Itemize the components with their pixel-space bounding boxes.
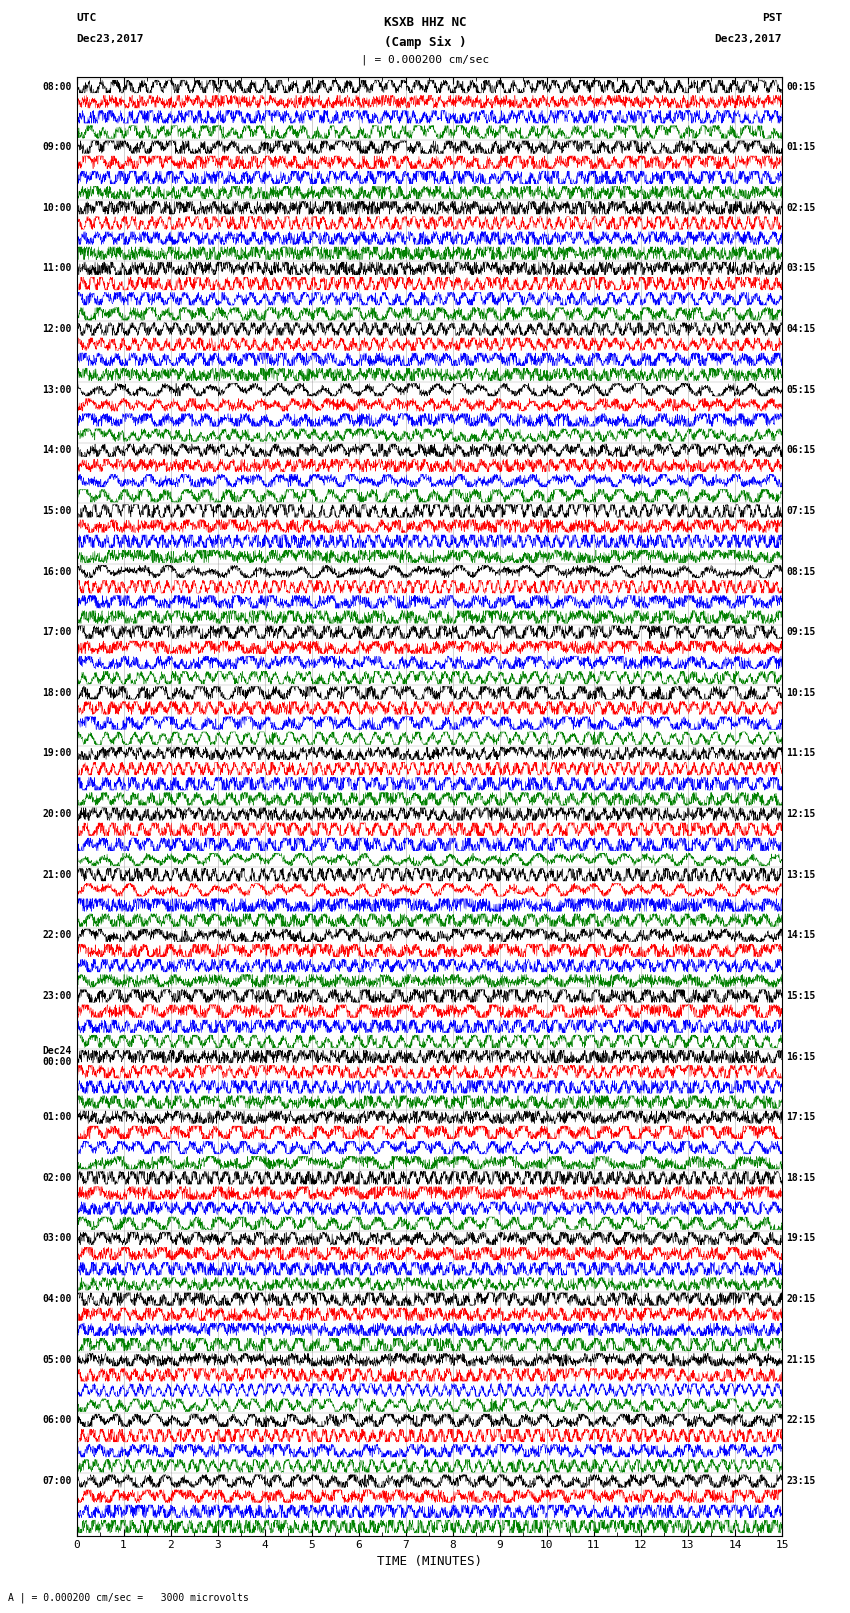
Text: 03:15: 03:15	[786, 263, 816, 274]
Text: 11:00: 11:00	[42, 263, 71, 274]
Text: 22:00: 22:00	[42, 931, 71, 940]
Text: KSXB HHZ NC: KSXB HHZ NC	[383, 16, 467, 29]
Text: 04:15: 04:15	[786, 324, 816, 334]
Text: 05:00: 05:00	[42, 1355, 71, 1365]
Text: 04:00: 04:00	[42, 1294, 71, 1305]
Text: 08:00: 08:00	[42, 82, 71, 92]
Text: 00:15: 00:15	[786, 82, 816, 92]
Text: 06:15: 06:15	[786, 445, 816, 455]
X-axis label: TIME (MINUTES): TIME (MINUTES)	[377, 1555, 482, 1568]
Text: 07:00: 07:00	[42, 1476, 71, 1486]
Text: 12:15: 12:15	[786, 810, 816, 819]
Text: 02:00: 02:00	[42, 1173, 71, 1182]
Text: 02:15: 02:15	[786, 203, 816, 213]
Text: 20:00: 20:00	[42, 810, 71, 819]
Text: 23:00: 23:00	[42, 990, 71, 1002]
Text: 09:00: 09:00	[42, 142, 71, 152]
Text: 13:15: 13:15	[786, 869, 816, 879]
Text: 10:15: 10:15	[786, 687, 816, 698]
Text: 17:00: 17:00	[42, 627, 71, 637]
Text: 23:15: 23:15	[786, 1476, 816, 1486]
Text: (Camp Six ): (Camp Six )	[383, 35, 467, 48]
Text: 19:15: 19:15	[786, 1234, 816, 1244]
Text: | = 0.000200 cm/sec: | = 0.000200 cm/sec	[361, 55, 489, 66]
Text: 15:15: 15:15	[786, 990, 816, 1002]
Text: 20:15: 20:15	[786, 1294, 816, 1305]
Text: 05:15: 05:15	[786, 384, 816, 395]
Text: 09:15: 09:15	[786, 627, 816, 637]
Text: 07:15: 07:15	[786, 506, 816, 516]
Text: Dec24
00:00: Dec24 00:00	[42, 1045, 71, 1068]
Text: 18:00: 18:00	[42, 687, 71, 698]
Text: 15:00: 15:00	[42, 506, 71, 516]
Text: 10:00: 10:00	[42, 203, 71, 213]
Text: 12:00: 12:00	[42, 324, 71, 334]
Text: 01:00: 01:00	[42, 1113, 71, 1123]
Text: 19:00: 19:00	[42, 748, 71, 758]
Text: 13:00: 13:00	[42, 384, 71, 395]
Text: 14:00: 14:00	[42, 445, 71, 455]
Text: 18:15: 18:15	[786, 1173, 816, 1182]
Text: 17:15: 17:15	[786, 1113, 816, 1123]
Text: 21:00: 21:00	[42, 869, 71, 879]
Text: Dec23,2017: Dec23,2017	[76, 34, 144, 44]
Text: 01:15: 01:15	[786, 142, 816, 152]
Text: 21:15: 21:15	[786, 1355, 816, 1365]
Text: UTC: UTC	[76, 13, 97, 23]
Text: 06:00: 06:00	[42, 1415, 71, 1426]
Text: 22:15: 22:15	[786, 1415, 816, 1426]
Text: A | = 0.000200 cm/sec =   3000 microvolts: A | = 0.000200 cm/sec = 3000 microvolts	[8, 1592, 249, 1603]
Text: Dec23,2017: Dec23,2017	[715, 34, 782, 44]
Text: PST: PST	[762, 13, 782, 23]
Text: 08:15: 08:15	[786, 566, 816, 576]
Text: 16:00: 16:00	[42, 566, 71, 576]
Text: 11:15: 11:15	[786, 748, 816, 758]
Text: 16:15: 16:15	[786, 1052, 816, 1061]
Text: 14:15: 14:15	[786, 931, 816, 940]
Text: 03:00: 03:00	[42, 1234, 71, 1244]
